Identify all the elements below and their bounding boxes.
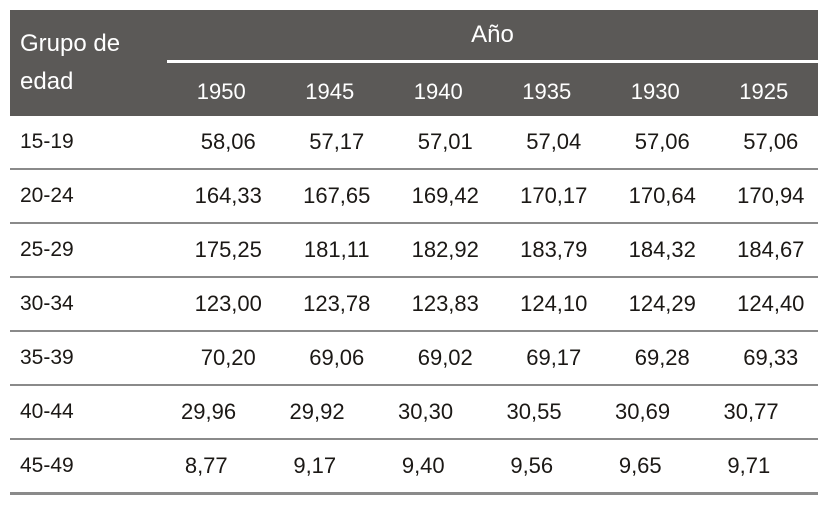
year-header-1950: 1950 bbox=[167, 61, 276, 116]
value-cell: 184,67 bbox=[709, 223, 819, 278]
value-cell: 29,96 bbox=[167, 385, 276, 440]
value-cell: 182,92 bbox=[384, 223, 493, 278]
table-row-20-24: 20-24 164,33 167,65 169,42 170,17 170,64… bbox=[10, 169, 819, 224]
value-cell: 124,40 bbox=[709, 277, 819, 332]
age-group-by-year-table: Grupo de edad Año 1950 1945 1940 1935 19… bbox=[10, 10, 819, 495]
table-row-45-49: 45-49 8,77 9,17 9,40 9,56 9,65 9,71 bbox=[10, 439, 819, 495]
table-row-40-44: 40-44 29,96 29,92 30,30 30,55 30,69 30,7… bbox=[10, 385, 819, 440]
value-cell: 170,17 bbox=[492, 169, 601, 224]
year-header-1925: 1925 bbox=[709, 61, 819, 116]
age-group-cell: 40-44 bbox=[10, 385, 167, 440]
value-cell: 170,64 bbox=[601, 169, 710, 224]
year-group-header-anio: Año bbox=[167, 10, 819, 63]
value-cell: 9,65 bbox=[601, 439, 710, 495]
value-cell: 57,17 bbox=[275, 116, 384, 170]
value-cell: 167,65 bbox=[275, 169, 384, 224]
year-header-1940: 1940 bbox=[384, 61, 493, 116]
value-cell: 69,28 bbox=[601, 331, 710, 386]
header-row-years: 1950 1945 1940 1935 1930 1925 bbox=[10, 61, 819, 116]
value-cell: 69,06 bbox=[275, 331, 384, 386]
age-group-cell: 15-19 bbox=[10, 116, 167, 170]
value-cell: 123,00 bbox=[167, 277, 276, 332]
value-cell: 164,33 bbox=[167, 169, 276, 224]
value-cell: 58,06 bbox=[167, 116, 276, 170]
value-cell: 30,77 bbox=[709, 385, 819, 440]
age-group-cell: 45-49 bbox=[10, 439, 167, 495]
value-cell: 123,83 bbox=[384, 277, 493, 332]
value-cell: 181,11 bbox=[275, 223, 384, 278]
value-cell: 124,29 bbox=[601, 277, 710, 332]
value-cell: 9,40 bbox=[384, 439, 493, 495]
value-cell: 30,30 bbox=[384, 385, 493, 440]
age-group-cell: 30-34 bbox=[10, 277, 167, 332]
value-cell: 70,20 bbox=[167, 331, 276, 386]
value-cell: 57,06 bbox=[709, 116, 819, 170]
value-cell: 8,77 bbox=[167, 439, 276, 495]
year-header-1930: 1930 bbox=[601, 61, 710, 116]
table-row-25-29: 25-29 175,25 181,11 182,92 183,79 184,32… bbox=[10, 223, 819, 278]
table-header: Grupo de edad Año 1950 1945 1940 1935 19… bbox=[10, 10, 819, 116]
value-cell: 184,32 bbox=[601, 223, 710, 278]
value-cell: 69,02 bbox=[384, 331, 493, 386]
value-cell: 169,42 bbox=[384, 169, 493, 224]
table-row-35-39: 35-39 70,20 69,06 69,02 69,17 69,28 69,3… bbox=[10, 331, 819, 386]
table-row-15-19: 15-19 58,06 57,17 57,01 57,04 57,06 57,0… bbox=[10, 116, 819, 170]
age-group-cell: 20-24 bbox=[10, 169, 167, 224]
value-cell: 170,94 bbox=[709, 169, 819, 224]
value-cell: 57,01 bbox=[384, 116, 493, 170]
age-group-cell: 35-39 bbox=[10, 331, 167, 386]
value-cell: 124,10 bbox=[492, 277, 601, 332]
table-container: Grupo de edad Año 1950 1945 1940 1935 19… bbox=[10, 10, 819, 495]
value-cell: 57,04 bbox=[492, 116, 601, 170]
value-cell: 9,17 bbox=[275, 439, 384, 495]
value-cell: 183,79 bbox=[492, 223, 601, 278]
corner-header-grupo-de-edad: Grupo de edad bbox=[10, 10, 167, 116]
table-row-30-34: 30-34 123,00 123,78 123,83 124,10 124,29… bbox=[10, 277, 819, 332]
value-cell: 69,33 bbox=[709, 331, 819, 386]
year-header-1935: 1935 bbox=[492, 61, 601, 116]
age-group-cell: 25-29 bbox=[10, 223, 167, 278]
value-cell: 175,25 bbox=[167, 223, 276, 278]
value-cell: 9,56 bbox=[492, 439, 601, 495]
value-cell: 123,78 bbox=[275, 277, 384, 332]
year-header-1945: 1945 bbox=[275, 61, 384, 116]
table-body: 15-19 58,06 57,17 57,01 57,04 57,06 57,0… bbox=[10, 116, 819, 495]
value-cell: 69,17 bbox=[492, 331, 601, 386]
header-row-top: Grupo de edad Año bbox=[10, 10, 819, 116]
value-cell: 30,69 bbox=[601, 385, 710, 440]
value-cell: 9,71 bbox=[709, 439, 819, 495]
value-cell: 29,92 bbox=[275, 385, 384, 440]
value-cell: 30,55 bbox=[492, 385, 601, 440]
value-cell: 57,06 bbox=[601, 116, 710, 170]
